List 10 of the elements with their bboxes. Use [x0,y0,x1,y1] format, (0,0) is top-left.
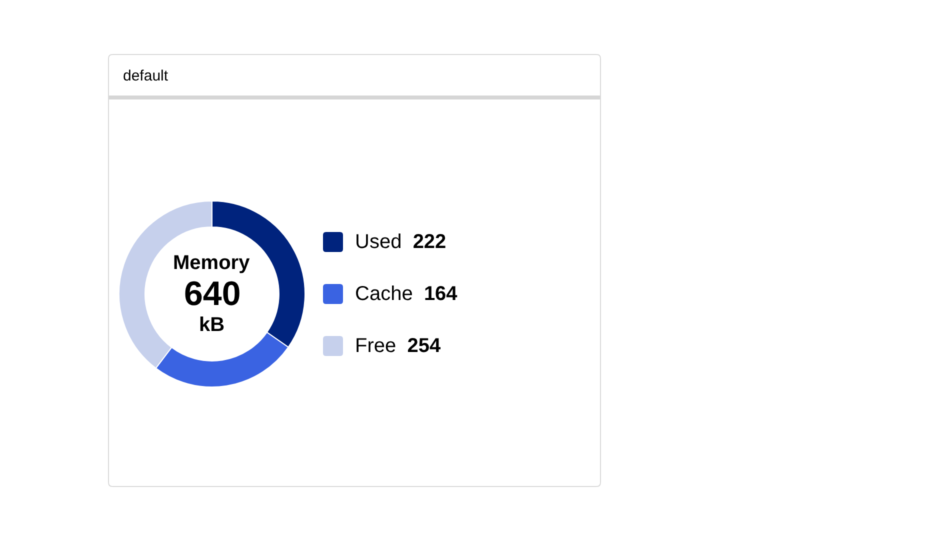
legend-label: Cache [355,283,413,305]
text: kB [199,314,225,336]
data-label: 254 [407,335,442,357]
data-label: 164 [424,283,458,305]
chart-title: default [123,67,169,84]
legend-label: Free [355,335,396,357]
text: 640 [184,275,241,313]
legend-label: Used [355,231,402,253]
data-label: 222 [412,231,446,253]
text: Memory [173,252,251,274]
